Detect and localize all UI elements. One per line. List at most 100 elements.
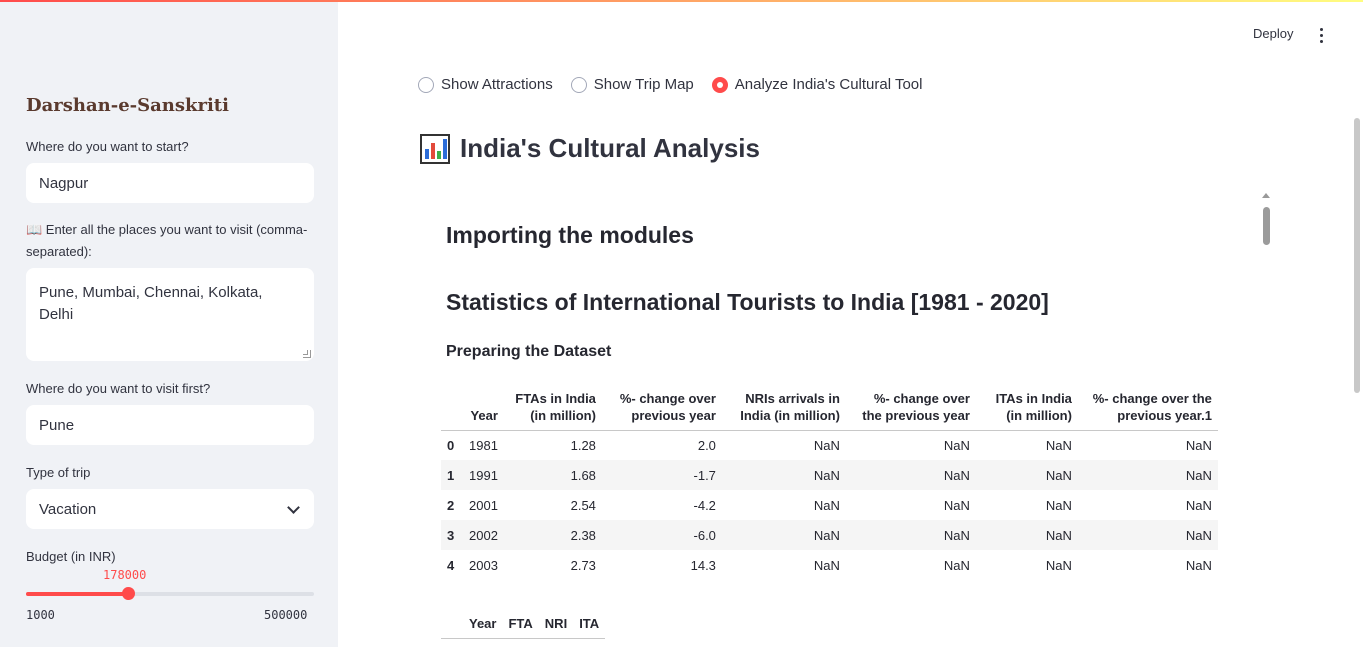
column-header: Year xyxy=(463,612,503,639)
places-textarea-value: Pune, Mumbai, Chennai, Kolkata, Delhi xyxy=(39,284,263,323)
index-header xyxy=(441,612,463,639)
table-cell: NaN xyxy=(813,497,840,513)
budget-label: Budget (in INR) xyxy=(26,549,116,564)
table-row: 1 1991 1.68 -1.7 NaN NaN NaN NaN xyxy=(441,460,1218,490)
table-cell: NaN xyxy=(1045,437,1072,453)
radio-show-trip-map[interactable]: Show Trip Map xyxy=(570,76,694,93)
column-header: NRIs arrivals in India (in million) xyxy=(721,388,846,431)
page-scrollbar-thumb[interactable] xyxy=(1354,118,1360,393)
heading-importing-modules: Importing the modules xyxy=(446,222,694,248)
column-header: %- change over the previous year xyxy=(845,388,976,431)
places-label: 📖 Enter all the places you want to visit… xyxy=(26,222,308,259)
column-header: ITA xyxy=(573,612,606,639)
chevron-down-icon xyxy=(287,501,300,514)
budget-slider-value: 178000 xyxy=(103,568,147,582)
radio-circle-icon xyxy=(570,76,587,93)
first-label: Where do you want to visit first? xyxy=(26,381,211,396)
heading-preparing-dataset: Preparing the Dataset xyxy=(446,343,612,360)
start-input[interactable]: Nagpur xyxy=(26,163,314,203)
budget-slider[interactable] xyxy=(26,587,314,600)
column-header: ITAs in India (in million) xyxy=(975,388,1078,431)
column-header: Year xyxy=(463,388,504,431)
trip-select-value: Vacation xyxy=(39,500,97,518)
radio-show-attractions[interactable]: Show Attractions xyxy=(418,76,553,93)
table-cell: -4.2 xyxy=(693,497,716,513)
column-header: FTAs in India (in million) xyxy=(503,388,602,431)
column-header: NRI xyxy=(538,612,574,639)
table-cell: 1.28 xyxy=(570,437,596,453)
first-input[interactable]: Pune xyxy=(26,405,314,445)
column-header: %- change over the previous year.1 xyxy=(1077,388,1218,431)
table-cell: -6.0 xyxy=(601,520,722,550)
table-cell: NaN xyxy=(845,520,976,550)
table-row: 2 2001 2.54 -4.2 NaN NaN NaN NaN xyxy=(441,490,1218,520)
table-cell: NaN xyxy=(975,520,1078,550)
column-header: FTA xyxy=(502,612,539,639)
budget-slider-fill xyxy=(26,592,128,596)
table-cell: NaN xyxy=(721,460,846,490)
app-title: Darshan-e-Sanskriti xyxy=(26,95,229,116)
table-cell: NaN xyxy=(1045,497,1072,513)
table-cell: 1981 xyxy=(469,437,498,453)
more-options-icon[interactable] xyxy=(1316,27,1328,43)
table-cell: 3 xyxy=(441,520,463,550)
resize-handle[interactable] xyxy=(303,350,311,358)
table-cell: NaN xyxy=(845,460,976,490)
budget-slider-min: 1000 xyxy=(26,608,55,622)
deploy-button[interactable]: Deploy xyxy=(1253,26,1294,41)
page-title-text: India's Cultural Analysis xyxy=(460,133,760,163)
frame-scrollbar-thumb[interactable] xyxy=(1263,207,1270,245)
radio-label: Show Attractions xyxy=(441,76,553,93)
index-header xyxy=(441,388,463,431)
budget-slider-thumb[interactable] xyxy=(121,587,135,600)
page-title: India's Cultural Analysis xyxy=(420,133,760,164)
table-cell: -1.7 xyxy=(601,460,722,490)
table-cell: 4 xyxy=(447,557,455,573)
view-radio-group: Show Attractions Show Trip Map Analyze I… xyxy=(418,76,940,93)
radio-circle-icon xyxy=(418,76,434,93)
dataframe-table: Year FTAs in India (in million) %- chang… xyxy=(441,388,1218,580)
scroll-up-arrow-icon[interactable] xyxy=(1262,193,1270,198)
table-cell: 1 xyxy=(441,460,463,490)
table-cell: 0 xyxy=(447,437,455,453)
table-cell: NaN xyxy=(1045,557,1072,573)
column-header: %- change over previous year xyxy=(601,388,722,431)
table-cell: NaN xyxy=(975,460,1078,490)
table-cell: 1.68 xyxy=(503,460,602,490)
top-decoration-bar xyxy=(0,0,1363,2)
trip-select[interactable]: Vacation xyxy=(26,489,314,529)
table-cell: 2001 xyxy=(469,497,498,513)
places-textarea[interactable]: Pune, Mumbai, Chennai, Kolkata, Delhi xyxy=(26,268,314,361)
radio-label: Analyze India's Cultural Tool xyxy=(734,76,923,93)
table-cell: NaN xyxy=(721,520,846,550)
start-label: Where do you want to start? xyxy=(26,139,189,154)
table-cell: NaN xyxy=(813,557,840,573)
trip-label: Type of trip xyxy=(26,465,91,480)
start-input-value: Nagpur xyxy=(39,174,89,192)
budget-slider-max: 500000 xyxy=(264,608,308,622)
table-cell: NaN xyxy=(943,557,970,573)
table-cell: NaN xyxy=(1077,460,1218,490)
table-cell: 2.38 xyxy=(503,520,602,550)
table-cell: 14.3 xyxy=(690,557,716,573)
dataframe-table-2: Year FTA NRI ITA xyxy=(441,612,606,639)
radio-label: Show Trip Map xyxy=(593,76,694,93)
bar-chart-icon xyxy=(420,133,450,164)
radio-analyze-cultural-tool[interactable]: Analyze India's Cultural Tool xyxy=(711,76,923,93)
radio-selected-icon xyxy=(711,76,728,93)
table-header-row: Year FTAs in India (in million) %- chang… xyxy=(441,388,1218,431)
table-cell: 2 xyxy=(447,497,455,513)
table-cell: NaN xyxy=(1185,497,1212,513)
table-row: 4 2003 2.73 14.3 NaN NaN NaN NaN xyxy=(441,550,1218,580)
table-cell: NaN xyxy=(943,437,970,453)
table-cell: NaN xyxy=(813,437,840,453)
heading-statistics: Statistics of International Tourists to … xyxy=(446,289,1049,315)
table-cell: 2.54 xyxy=(570,497,596,513)
table-row: 0 1981 1.28 2.0 NaN NaN NaN NaN xyxy=(441,430,1218,460)
table-cell: 1991 xyxy=(463,460,504,490)
table-cell: NaN xyxy=(1185,437,1212,453)
table-cell: 2003 xyxy=(469,557,498,573)
table-cell: NaN xyxy=(1185,557,1212,573)
first-input-value: Pune xyxy=(39,416,75,434)
table-cell: 2.0 xyxy=(697,437,716,453)
